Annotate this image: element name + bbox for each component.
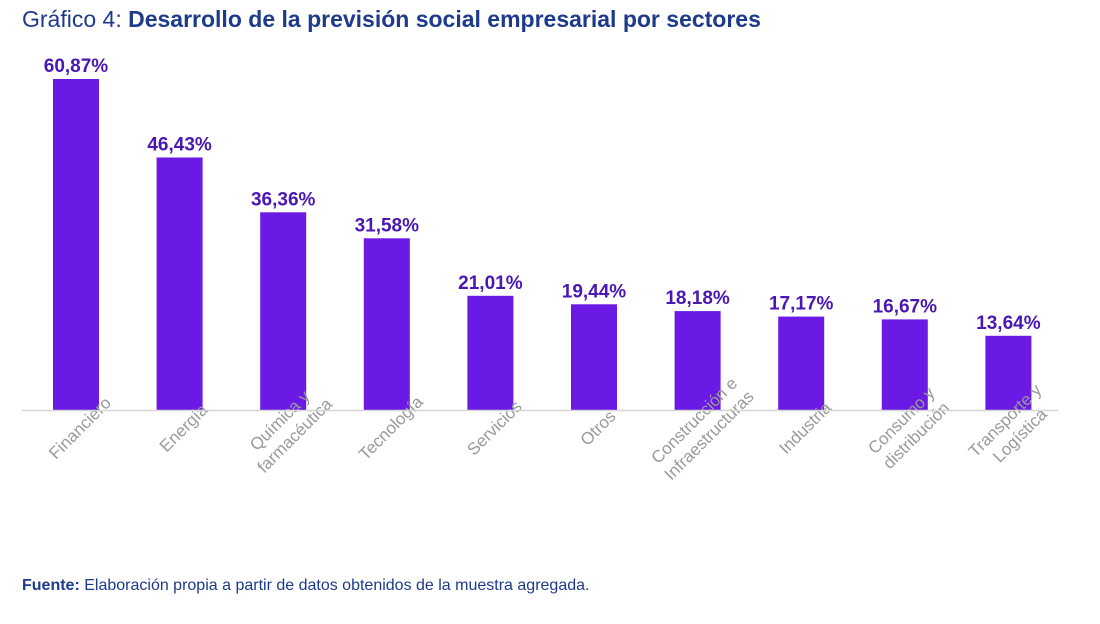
source-label: Fuente: [22,577,80,594]
value-label-1: 46,43% [147,135,212,156]
bar-4 [467,296,513,410]
bar-chart: 60,87%Financiero46,43%Energía36,36%Quími… [0,0,1100,570]
value-label-3: 31,58% [355,215,420,236]
value-label-6: 18,18% [665,288,730,309]
value-label-9: 13,64% [976,313,1041,334]
category-label-line: Otros [577,407,620,450]
value-label-2: 36,36% [251,189,316,210]
value-label-8: 16,67% [873,296,938,317]
bar-1 [157,158,203,411]
value-label-0: 60,87% [44,56,109,77]
value-label-5: 19,44% [562,281,627,302]
source-text: Elaboración propia a partir de datos obt… [84,577,589,594]
category-label-5: Otros [577,407,620,450]
bar-2 [260,212,306,410]
bar-0 [53,79,99,410]
source-note: Fuente: Elaboración propia a partir de d… [22,577,589,595]
value-label-7: 17,17% [769,294,834,315]
value-label-4: 21,01% [458,273,523,294]
bar-3 [364,238,410,410]
bar-7 [778,317,824,410]
bar-5 [571,304,617,410]
